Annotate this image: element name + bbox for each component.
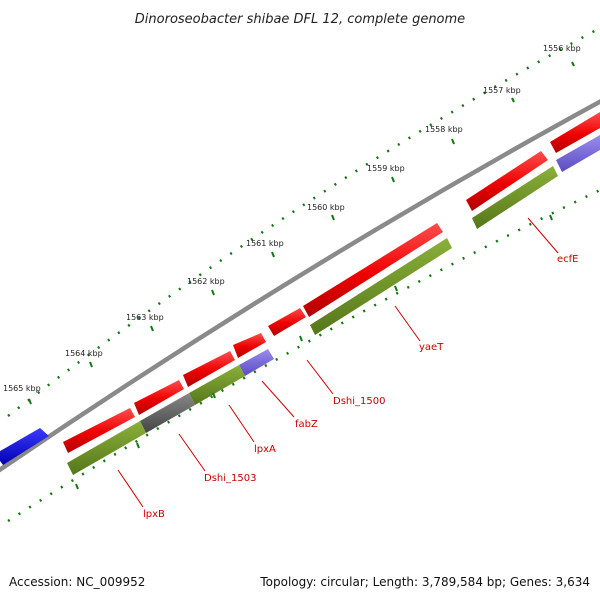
scale-tick xyxy=(391,176,395,183)
cds-red-arrow xyxy=(233,333,266,358)
cds-red-arrow xyxy=(183,351,235,387)
inner-tick xyxy=(212,392,216,399)
scale-label-1560: 1560 kbp xyxy=(307,203,345,212)
gene-bar-green xyxy=(189,365,245,405)
gene-bar-green xyxy=(310,238,452,335)
scale-tick xyxy=(451,138,455,145)
scale-label-1562: 1562 kbp xyxy=(187,277,225,286)
gene-bar-dark xyxy=(140,393,195,433)
inner-tick xyxy=(299,335,303,342)
map-title: Dinoroseobacter shibae DFL 12, complete … xyxy=(135,12,465,27)
scale-track: 1556 kbp 1557 kbp 1558 kbp 1559 kbp 1560… xyxy=(3,26,600,417)
inner-tick xyxy=(394,285,398,292)
feature-blue xyxy=(0,428,49,465)
cds-red-arrow xyxy=(466,151,548,211)
gene-label-Dshi_1503[interactable]: Dshi_1503 xyxy=(204,473,256,484)
scale-tick xyxy=(511,97,515,103)
scale-label-1561: 1561 kbp xyxy=(246,239,284,248)
leader-line-fabZ xyxy=(261,380,295,418)
inner-ticks xyxy=(75,214,553,490)
gene-labels xyxy=(117,217,559,508)
leader-line-yaeT xyxy=(394,305,421,342)
cds-red-arrow xyxy=(63,408,135,453)
leader-line-lpxB xyxy=(117,469,144,508)
gene-label-fabZ[interactable]: fabZ xyxy=(295,419,318,430)
scale-tick xyxy=(571,61,575,67)
scale-label-1564: 1564 kbp xyxy=(65,349,103,358)
scale-label-1559: 1559 kbp xyxy=(367,164,405,173)
gene-label-ecfE[interactable]: ecfE xyxy=(557,254,579,265)
scale-tick xyxy=(271,251,275,258)
scale-tick xyxy=(331,214,335,221)
gene-bar-violet xyxy=(239,349,274,376)
gene-label-Dshi_1500[interactable]: Dshi_1500 xyxy=(333,396,385,407)
cds-red-arrow xyxy=(550,112,600,153)
scale-label-1565: 1565 kbp xyxy=(3,384,41,393)
scale-label-1556: 1556 kbp xyxy=(543,44,581,53)
scale-tick xyxy=(150,325,154,332)
inner-tick xyxy=(136,442,140,449)
scale-labels: 1556 kbp 1557 kbp 1558 kbp 1559 kbp 1560… xyxy=(3,44,581,393)
scale-label-1557: 1557 kbp xyxy=(483,86,521,95)
scale-label-1563: 1563 kbp xyxy=(126,313,164,322)
leader-line-lpxA xyxy=(228,404,255,443)
scale-label-1558: 1558 kbp xyxy=(425,125,463,134)
inner-tick xyxy=(75,483,79,490)
gene-label-yaeT[interactable]: yaeT xyxy=(419,342,444,353)
leader-line-ecfE xyxy=(527,217,559,254)
gene-label-lpxA[interactable]: lpxA xyxy=(254,444,276,455)
scale-ticks xyxy=(28,61,575,405)
scale-tick xyxy=(211,289,215,296)
genome-backbone xyxy=(0,99,600,473)
genome-summary-text: Topology: circular; Length: 3,789,584 bp… xyxy=(260,575,590,589)
gene-track xyxy=(67,135,600,475)
cds-red-arrow xyxy=(134,380,184,415)
gene-bar-green xyxy=(472,166,558,229)
leader-line-Dshi_1503 xyxy=(178,433,206,472)
cds-red-arrow xyxy=(303,223,443,317)
scale-tick xyxy=(89,361,93,368)
gene-label-lpxB[interactable]: lpxB xyxy=(143,509,165,520)
gene-bar-green xyxy=(67,421,146,475)
accession-text: Accession: NC_009952 xyxy=(9,575,146,589)
scale-tick xyxy=(28,398,32,405)
inner-tick xyxy=(549,214,553,221)
leader-line-Dshi_1500 xyxy=(306,359,334,395)
cds-track xyxy=(63,112,600,453)
cds-red-arrow xyxy=(268,308,306,336)
gene-bar-violet xyxy=(556,135,600,172)
